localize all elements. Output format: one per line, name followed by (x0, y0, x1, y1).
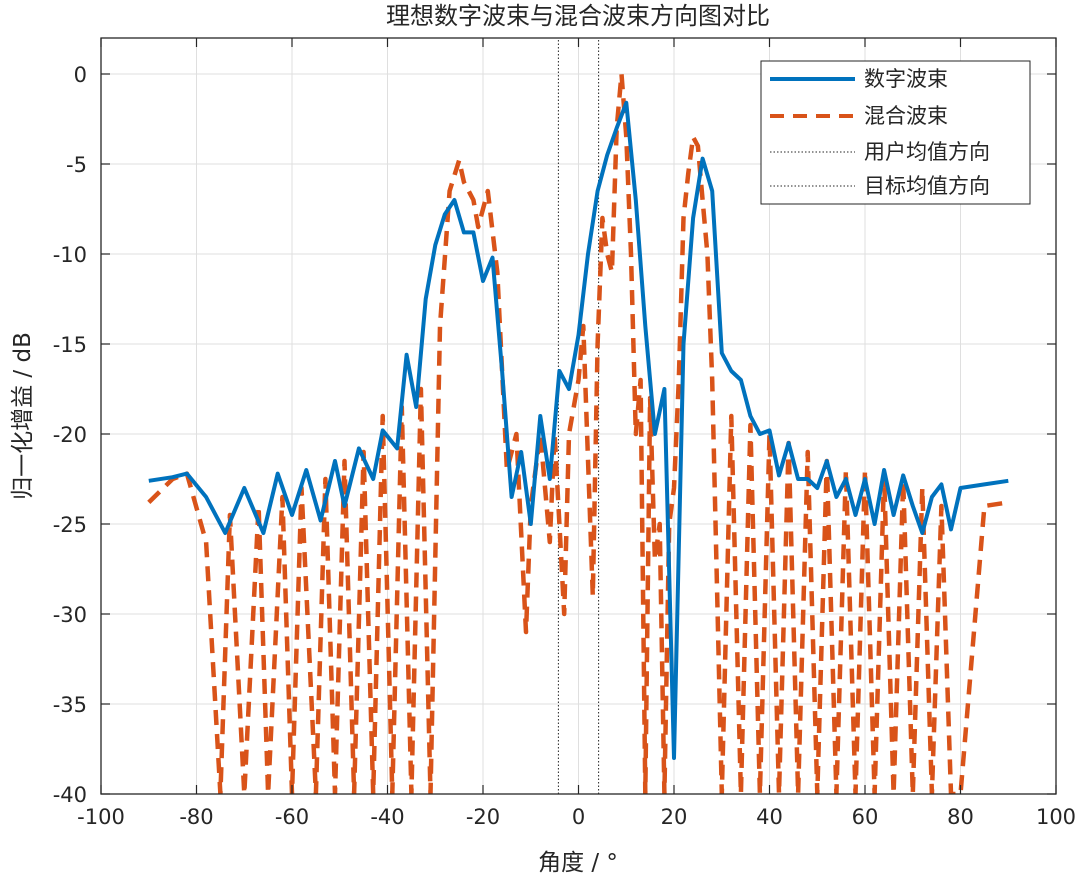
x-axis-title: 角度 / ° (538, 850, 618, 876)
legend: 数字波束 混合波束 用户均值方向 目标均值方向 (760, 60, 1031, 205)
y-tick-label: -15 (53, 333, 87, 357)
x-tick-label: -20 (466, 805, 500, 829)
series-layer (147, 38, 1009, 794)
legend-label-user: 用户均值方向 (864, 140, 990, 164)
y-axis-title: 归一化增益 / dB (10, 332, 36, 500)
legend-label-digital: 数字波束 (864, 67, 948, 91)
x-tick-label: -80 (179, 805, 213, 829)
y-tick-label: -35 (53, 693, 87, 717)
x-tick-label: 60 (852, 805, 879, 829)
x-tick-label: 0 (572, 805, 585, 829)
y-tick-label: -10 (53, 243, 87, 267)
y-tick-label: -25 (53, 513, 87, 537)
axis-ticks (100, 38, 1057, 795)
y-tick-label: -30 (53, 603, 87, 627)
x-tick-label: 100 (1036, 805, 1076, 829)
y-tick-labels: 0 -5 -10 -15 -20 -25 -30 -35 -40 (53, 63, 87, 807)
x-tick-labels: -100 -80 -60 -40 -20 0 20 40 60 80 100 (77, 805, 1076, 829)
series-digital-beam (148, 100, 1009, 760)
chart-title: 理想数字波束与混合波束方向图对比 (386, 2, 770, 30)
x-tick-label: -40 (370, 805, 404, 829)
y-tick-label: -5 (66, 153, 87, 177)
x-tick-label: 20 (661, 805, 688, 829)
x-tick-label: 40 (756, 805, 783, 829)
legend-box (760, 60, 1031, 205)
x-tick-label: 80 (947, 805, 974, 829)
y-tick-label: -40 (53, 783, 87, 807)
x-tick-label: -100 (77, 805, 125, 829)
y-tick-label: -20 (53, 423, 87, 447)
y-tick-label: 0 (74, 63, 87, 87)
legend-label-hybrid: 混合波束 (864, 104, 948, 128)
series-hybrid-beam (147, 71, 1009, 794)
legend-label-target: 目标均值方向 (864, 174, 990, 198)
x-tick-label: -60 (275, 805, 309, 829)
